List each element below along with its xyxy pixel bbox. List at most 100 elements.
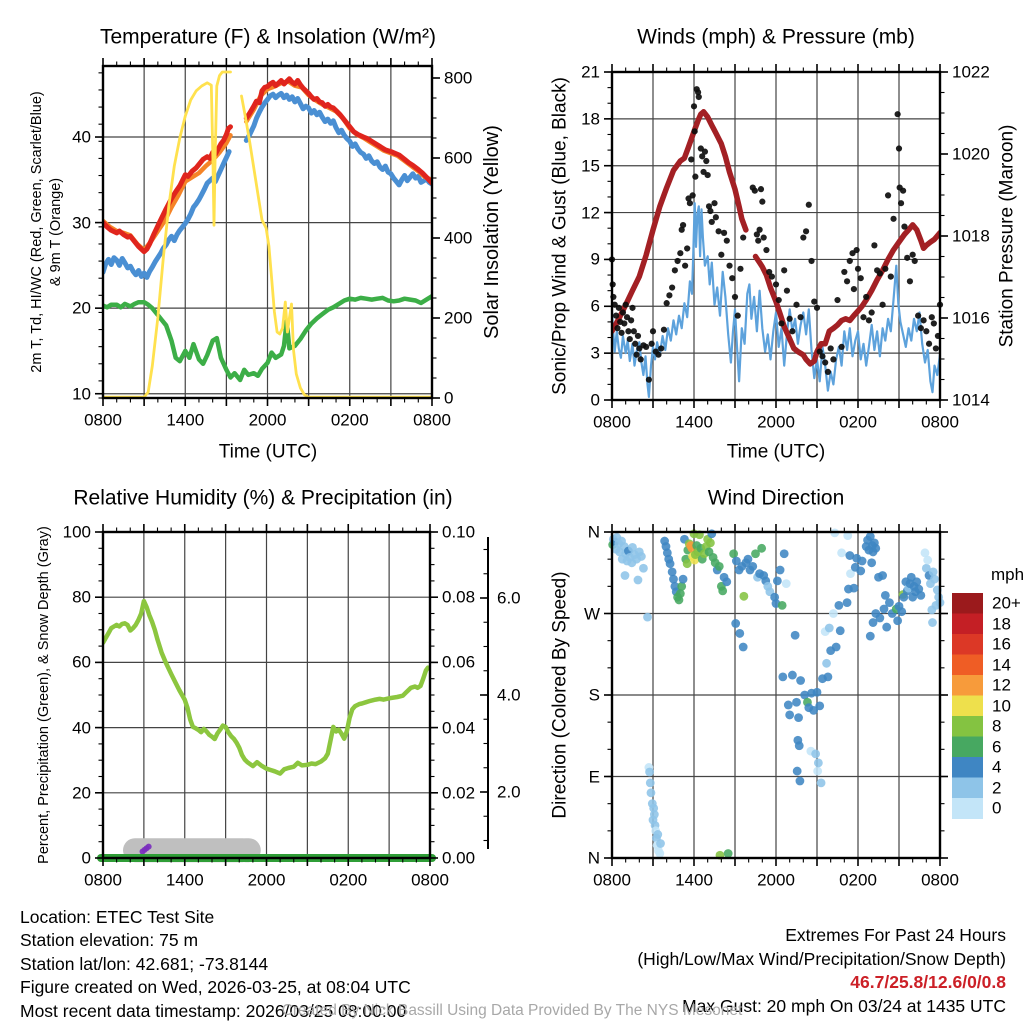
colorbar-label: 4 — [992, 757, 1002, 777]
wind-dir-point — [739, 591, 749, 601]
y-tick-label: 800 — [444, 68, 473, 88]
wind-dir-point — [649, 803, 659, 813]
wind-dir-point — [781, 579, 791, 589]
x-tick-label: 1400 — [166, 410, 205, 430]
wind-dir-point — [718, 586, 728, 596]
wind-dir-point — [722, 577, 732, 587]
wind-dir-point — [778, 672, 788, 682]
extremes-title: Extremes For Past 24 Hours — [785, 925, 1006, 945]
xaxis-label-winds: Time (UTC) — [726, 441, 826, 463]
y-tick-label: 1018 — [952, 226, 990, 246]
wind-dir-point — [646, 788, 656, 798]
wind-dir-point — [665, 559, 675, 569]
colorbar-label: 14 — [992, 655, 1011, 675]
x-tick-label: 0800 — [921, 870, 959, 890]
wind-dir-point — [678, 574, 688, 584]
wind-dir-point — [777, 600, 787, 610]
wind-dir-point — [788, 670, 797, 680]
wind-dir-point — [865, 631, 875, 641]
x-tick-label: 0200 — [330, 410, 369, 430]
y-tick-label: 0.00 — [442, 848, 476, 868]
y-tick-label: 9 — [590, 249, 600, 269]
y-tick-label: N — [587, 522, 600, 542]
colorbar-label: 2 — [992, 778, 1002, 798]
y-tick-label: 21 — [581, 62, 600, 82]
wind-dir-point — [813, 758, 823, 768]
y-tick-label: 0.08 — [442, 587, 476, 607]
wind-dir-point — [829, 609, 838, 618]
wind-dir-point — [835, 626, 845, 636]
wind-dir-point — [834, 600, 844, 610]
wind-dir-point — [639, 563, 648, 573]
y-tick-label: 0.02 — [442, 783, 476, 803]
y-tick-label: W — [583, 604, 600, 623]
plot-1 — [604, 64, 948, 408]
credit-footer: Created By Nick Bassill Using Data Provi… — [281, 1002, 743, 1019]
wind-dir-point — [916, 590, 926, 600]
colorbar-label: 12 — [992, 675, 1011, 695]
wind-dir-point — [706, 538, 715, 548]
wind-dir-point — [880, 590, 890, 600]
colorbar-swatch — [952, 613, 983, 635]
colorbar-label: 6 — [992, 737, 1002, 757]
wind-dir-point — [875, 613, 885, 623]
colorbar-swatch — [952, 798, 983, 819]
colorbar-swatch — [952, 716, 983, 737]
yaxis-label-direction: Direction (Colored By Speed) — [549, 571, 571, 819]
y-tick-label: 20 — [72, 298, 91, 318]
x-tick-label: 0800 — [593, 412, 631, 432]
y-tick-label: 1020 — [952, 144, 990, 164]
y-tick-label: 40 — [72, 718, 91, 738]
xaxis-label-temperature: Time (UTC) — [218, 441, 318, 463]
wind-dir-point — [790, 630, 800, 640]
x-tick-label: 2000 — [757, 412, 795, 432]
y-tick-label: 80 — [72, 587, 91, 607]
wind-dir-point — [731, 556, 741, 566]
colorbar-label: 16 — [992, 634, 1011, 654]
wind-dir-point — [729, 549, 739, 559]
chart-title-winds: Winds (mph) & Pressure (mb) — [637, 25, 915, 49]
wind-dir-point — [620, 571, 630, 580]
figure-created: Figure created on Wed, 2026-03-25, at 08… — [20, 977, 411, 998]
wind-dir-point — [772, 576, 782, 586]
yaxis-label-temp-left-2: & 9m T (Orange) — [47, 177, 64, 287]
wind-dir-point — [882, 622, 892, 632]
y-tick-label: 1016 — [952, 308, 990, 328]
yaxis-label-pressure: Station Pressure (Maroon) — [996, 124, 1018, 348]
wind-dir-point — [831, 642, 841, 652]
colorbar-label: 8 — [992, 716, 1002, 736]
wind-dir-point — [653, 830, 663, 839]
colorbar-swatch — [952, 675, 983, 696]
y-tick-label: 400 — [444, 228, 473, 248]
data-timestamp: Most recent data timestamp: 2026/03/25 0… — [20, 1000, 407, 1021]
wind-dir-point — [800, 690, 810, 700]
wind-dir-point — [667, 567, 677, 577]
wind-dir-point — [792, 697, 801, 707]
station-location: Location: ETEC Test Site — [20, 907, 215, 927]
x-tick-label: 0200 — [329, 870, 368, 890]
wind-dir-point — [735, 629, 745, 638]
wind-dir-point — [779, 549, 789, 559]
colorbar-swatch — [952, 777, 983, 799]
colorbar-swatch — [952, 695, 983, 717]
x-tick-label: 1400 — [165, 870, 204, 890]
wind-dir-point — [645, 778, 655, 788]
colorbar-swatch — [952, 593, 983, 614]
wind-dir-point — [643, 612, 652, 622]
wind-dir-point — [842, 598, 852, 608]
snow-axis-label: 4.0 — [497, 685, 521, 705]
wind-dir-point — [796, 676, 805, 685]
wind-dir-point — [845, 551, 855, 560]
colorbar-title: mph — [991, 565, 1024, 584]
y-tick-label: 0.10 — [442, 522, 476, 542]
wind-dir-point — [846, 569, 855, 579]
y-tick-label: 30 — [72, 213, 91, 233]
max-gust: Max Gust: 20 mph On 03/24 at 1435 UTC — [682, 995, 1006, 1016]
x-tick-label: 1400 — [675, 412, 713, 432]
wind-dir-point — [824, 623, 834, 633]
wind-dir-point — [897, 607, 907, 617]
y-tick-label: E — [588, 767, 600, 786]
y-tick-label: 0 — [81, 848, 91, 868]
x-tick-label: 0800 — [84, 410, 122, 430]
